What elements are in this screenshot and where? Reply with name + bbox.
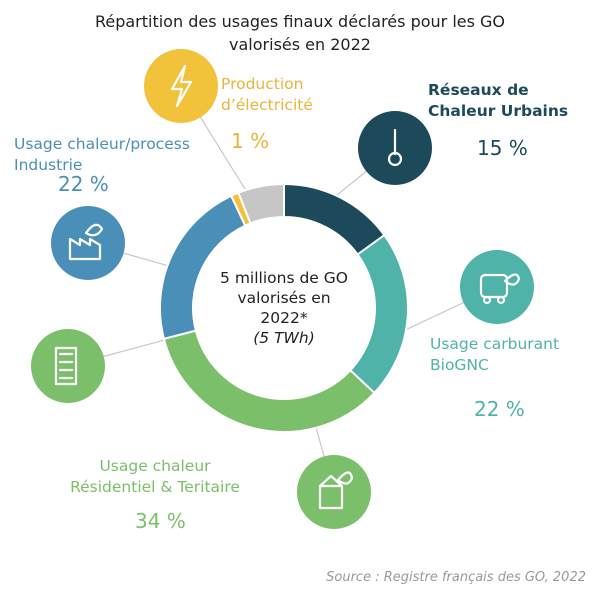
label-electricite: Production d’électricité [221, 74, 313, 116]
source-note: Source : Registre français des GO, 2022 [326, 570, 586, 585]
apartment-building-icon [31, 329, 105, 403]
pct-electricite: 1 % [231, 129, 270, 153]
label-line: Industrie [14, 156, 83, 174]
center-line-4: (5 TWh) [253, 329, 315, 347]
thermometer-icon [358, 111, 432, 185]
label-line: Production [221, 75, 304, 93]
truck-leaf-icon [460, 250, 534, 324]
label-biognc: Usage carburant BioGNC [430, 334, 559, 376]
center-text: 5 millions de GO valorisés en 2022* (5 T… [194, 268, 374, 348]
label-line: Usage chaleur [99, 457, 211, 475]
label-line: Chaleur Urbains [428, 102, 569, 120]
label-residentiel: Usage chaleur Résidentiel & Teritaire [40, 456, 270, 498]
label-line: Usage carburant [430, 335, 560, 353]
label-line: Résidentiel & Teritaire [70, 478, 240, 496]
label-line: Usage chaleur/process [14, 135, 190, 153]
building-leaf-icon [297, 455, 371, 529]
label-industrie: Usage chaleur/process Industrie [14, 134, 190, 176]
pct-industrie: 22 % [58, 172, 109, 196]
center-line-3: 2022* [260, 309, 308, 327]
donut-slice-6 [237, 182, 285, 225]
label-line: BioGNC [430, 356, 489, 374]
title-line-1: Répartition des usages finaux déclarés p… [94, 12, 506, 31]
factory-leaf-icon [51, 206, 125, 280]
label-reseaux: Réseaux de Chaleur Urbains [428, 80, 568, 122]
label-line: Réseaux de [428, 81, 529, 99]
pct-biognc: 22 % [474, 397, 525, 421]
title-line-2: valorisés en 2022 [229, 35, 371, 54]
pct-reseaux: 15 % [477, 136, 528, 160]
chart-title: Répartition des usages finaux déclarés p… [0, 10, 600, 56]
label-line: d’électricité [221, 96, 313, 114]
center-line-1: 5 millions de GO [220, 269, 348, 287]
pct-residentiel: 34 % [135, 509, 186, 533]
center-line-2: valorisés en [237, 289, 331, 307]
donut-slice-1 [283, 182, 386, 256]
lightning-icon [144, 49, 218, 123]
